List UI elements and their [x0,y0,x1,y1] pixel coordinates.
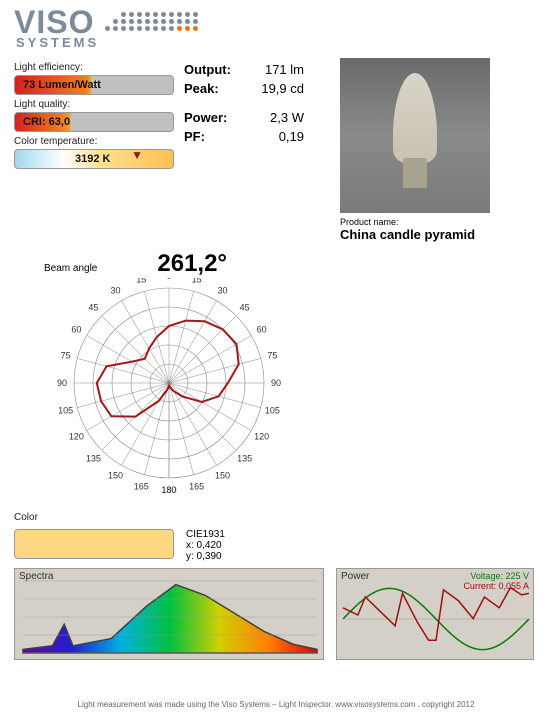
power-k: Power: [184,110,244,125]
beam-label: Beam angle [44,263,97,274]
ct-value: 3192 K [75,153,110,165]
cri-value: CRI: 63,0 [23,116,70,128]
eff-label: Light efficiency: [14,62,174,73]
cie-title: CIE1931 [186,529,225,540]
logo-sub: SYSTEMS [16,35,99,50]
cie-y: y: 0,390 [186,551,225,562]
cri-label: Light quality: [14,99,174,110]
polar-chart: 1801651501351201059075604530150153045607… [14,278,324,508]
svg-text:150: 150 [108,470,123,480]
cri-bar: CRI: 63,0 [14,112,174,132]
logo-block: VISO SYSTEMS [0,0,552,54]
svg-text:45: 45 [240,302,250,312]
svg-text:90: 90 [57,378,67,388]
svg-text:135: 135 [237,453,252,463]
svg-text:75: 75 [267,350,277,360]
svg-text:165: 165 [134,481,149,491]
svg-text:90: 90 [271,378,281,388]
output-k: Output: [184,62,244,77]
color-swatch [14,529,174,559]
svg-text:150: 150 [215,470,230,480]
svg-text:60: 60 [71,324,81,334]
svg-text:75: 75 [61,350,71,360]
spectra-chart: Spectra [14,568,324,660]
svg-text:15: 15 [136,278,146,285]
cie-x: x: 0,420 [186,540,225,551]
power-v: 2,3 W [244,110,304,125]
svg-text:105: 105 [58,405,73,415]
svg-text:165: 165 [189,481,204,491]
bulb-base-icon [403,158,427,188]
bulb-icon [393,73,437,163]
footer-text: Light measurement was made using the Vis… [0,700,552,709]
svg-text:0: 0 [166,278,171,281]
svg-text:30: 30 [217,285,227,295]
product-photo [340,58,490,213]
svg-text:120: 120 [69,431,84,441]
cie-block: CIE1931 x: 0,420 y: 0,390 [186,529,225,562]
logo-dots [105,12,199,31]
color-label: Color [14,512,538,523]
ct-marker-icon: ▼ [131,148,143,162]
svg-text:180: 180 [161,485,176,495]
svg-text:105: 105 [265,405,280,415]
peak-v: 19,9 cd [244,81,304,96]
pf-k: PF: [184,129,244,144]
svg-text:135: 135 [86,453,101,463]
svg-text:45: 45 [88,302,98,312]
output-v: 171 lm [244,62,304,77]
svg-text:60: 60 [257,324,267,334]
svg-text:120: 120 [254,431,269,441]
power-chart: Power Voltage: 225 V Current: 0,055 A [336,568,534,660]
ct-bar: 3192 K ▼ [14,149,174,169]
product-name: China candle pyramid [340,227,538,242]
peak-k: Peak: [184,81,244,96]
logo-main: VISO [14,8,99,37]
pf-v: 0,19 [244,129,304,144]
product-name-label: Product name: [340,217,538,227]
eff-bar: 73 Lumen/Watt [14,75,174,95]
beam-value: 261,2° [157,250,227,278]
svg-text:15: 15 [192,278,202,285]
ct-label: Color temperature: [14,136,174,147]
eff-value: 73 Lumen/Watt [23,79,101,91]
svg-text:30: 30 [110,285,120,295]
